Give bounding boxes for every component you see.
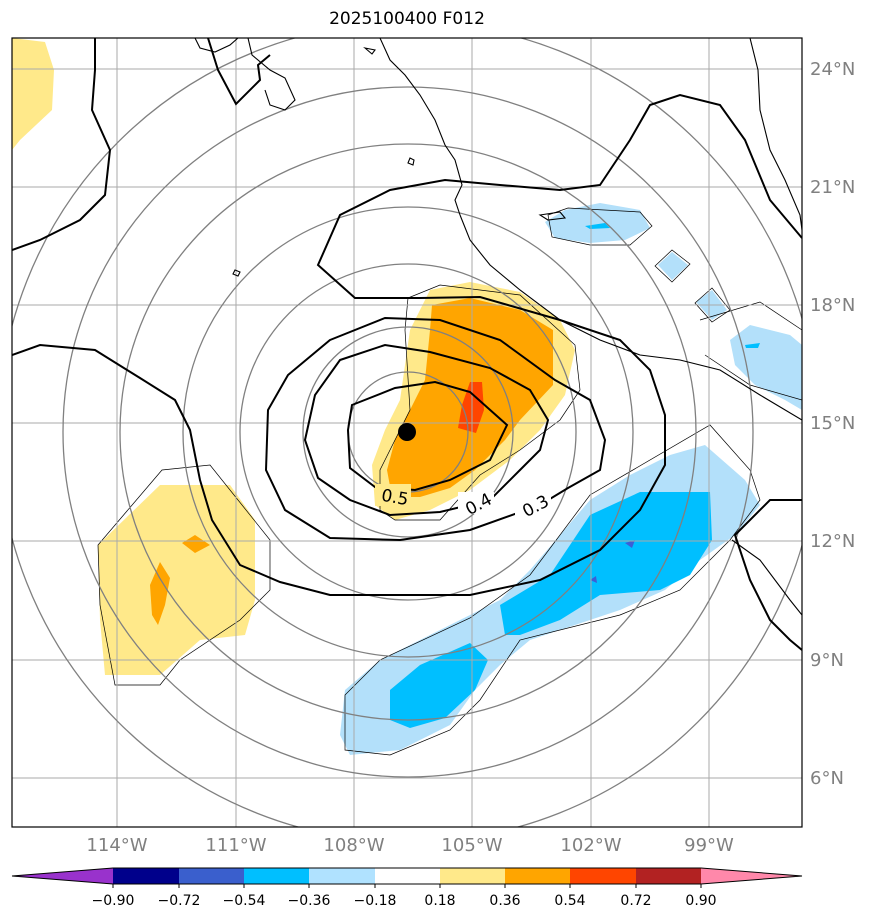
- lat-label: 15°N: [810, 413, 855, 434]
- negative-shading: [340, 203, 802, 755]
- colorbar-segment: [375, 868, 440, 884]
- range-rings: [12, 38, 802, 827]
- shade-pos-light-nw: [12, 38, 54, 150]
- lon-label: 99°W: [684, 835, 734, 856]
- lat-label: 18°N: [810, 295, 855, 316]
- shade-neg-high-2: [590, 576, 597, 583]
- lat-label: 6°N: [810, 768, 844, 789]
- shade-neg-mid-e: [745, 343, 760, 348]
- baja-tip-line: [207, 38, 271, 106]
- storm-center-marker: [398, 423, 416, 441]
- colorbar-tick-label: 0.54: [554, 893, 586, 909]
- lat-label: 12°N: [810, 531, 855, 552]
- shade-pos-mid-west-1: [150, 562, 170, 625]
- colorbar-segment: [570, 868, 636, 884]
- range-ring-5: [119, 143, 697, 721]
- contour-0.3: [264, 316, 607, 542]
- colorbar-tick-label: −0.36: [287, 893, 331, 909]
- colorbar-segment: [440, 868, 505, 884]
- range-ring-6: [62, 86, 754, 778]
- range-ring-4: [182, 206, 634, 658]
- colorbar-segment: [179, 868, 244, 884]
- colorbar-tick-label: 0.18: [424, 893, 456, 909]
- shade-neg-high-1: [625, 540, 635, 548]
- shade-pos-light-west: [98, 485, 255, 675]
- shade-pos-mid-west-2: [182, 535, 210, 553]
- lon-label: 114°W: [86, 835, 147, 856]
- colorbar-tick-label: −0.54: [222, 893, 266, 909]
- contour-0.5: [346, 380, 509, 492]
- island-2: [232, 269, 241, 277]
- colorbar-segment: [113, 868, 179, 884]
- island-4: [363, 47, 376, 55]
- colorbar-extend-min: [12, 868, 113, 884]
- coastline-south-east: [731, 539, 802, 616]
- colorbar-tick-label: 0.36: [489, 893, 521, 909]
- colorbar: [11, 867, 803, 888]
- map-frame: [11, 37, 803, 828]
- colorbar-segment: [505, 868, 570, 884]
- contour-outer-nw: [12, 38, 112, 251]
- shade-neg-mid-south-1: [500, 492, 712, 635]
- lat-label: 24°N: [810, 59, 855, 80]
- shade-neg-mid-south-2: [390, 643, 488, 728]
- coastline-mainland: [459, 214, 802, 421]
- colorbar-segment: [244, 868, 309, 884]
- lat-label: 21°N: [810, 177, 855, 198]
- coastline-east: [749, 38, 802, 231]
- colorbar-tick-label: −0.90: [91, 893, 135, 909]
- contours: [12, 38, 802, 651]
- lat-label: 9°N: [810, 650, 844, 671]
- lon-label: 111°W: [205, 835, 266, 856]
- lon-label: 108°W: [323, 835, 384, 856]
- colorbar-segment: [309, 868, 375, 884]
- colorbar-tick-label: −0.18: [353, 893, 397, 909]
- colorbar-segment: [636, 868, 701, 884]
- contour-outer-east: [733, 499, 802, 651]
- range-ring-2: [302, 326, 514, 538]
- lon-label: 105°W: [441, 835, 502, 856]
- lon-labels: 114°W 111°W 108°W 105°W 102°W 99°W: [86, 835, 734, 856]
- colorbar-extend-max: [701, 868, 802, 884]
- shade-neg-light-n2: [658, 252, 688, 280]
- contour-0.4: [303, 343, 550, 517]
- island-3: [538, 211, 567, 221]
- range-ring-3: [239, 263, 577, 601]
- colorbar-tick-label: −0.72: [157, 893, 201, 909]
- map-title: 2025100400 F012: [329, 9, 485, 29]
- colorbar-tick-label: 0.90: [685, 893, 717, 909]
- lat-labels: 24°N 21°N 18°N 15°N 12°N 9°N 6°N: [810, 59, 855, 789]
- shade-neg-light-e2: [730, 325, 802, 410]
- colorbar-tick-label: 0.72: [620, 893, 652, 909]
- coastlines: [194, 38, 802, 616]
- contour-label: 0.5: [380, 486, 410, 510]
- coastline-baja: [194, 38, 463, 216]
- shade-neg-light-north: [545, 203, 650, 243]
- lon-label: 102°W: [560, 835, 621, 856]
- island-1: [407, 157, 415, 166]
- contour-outer-north: [12, 93, 802, 596]
- shade-pos-high-center: [458, 382, 484, 433]
